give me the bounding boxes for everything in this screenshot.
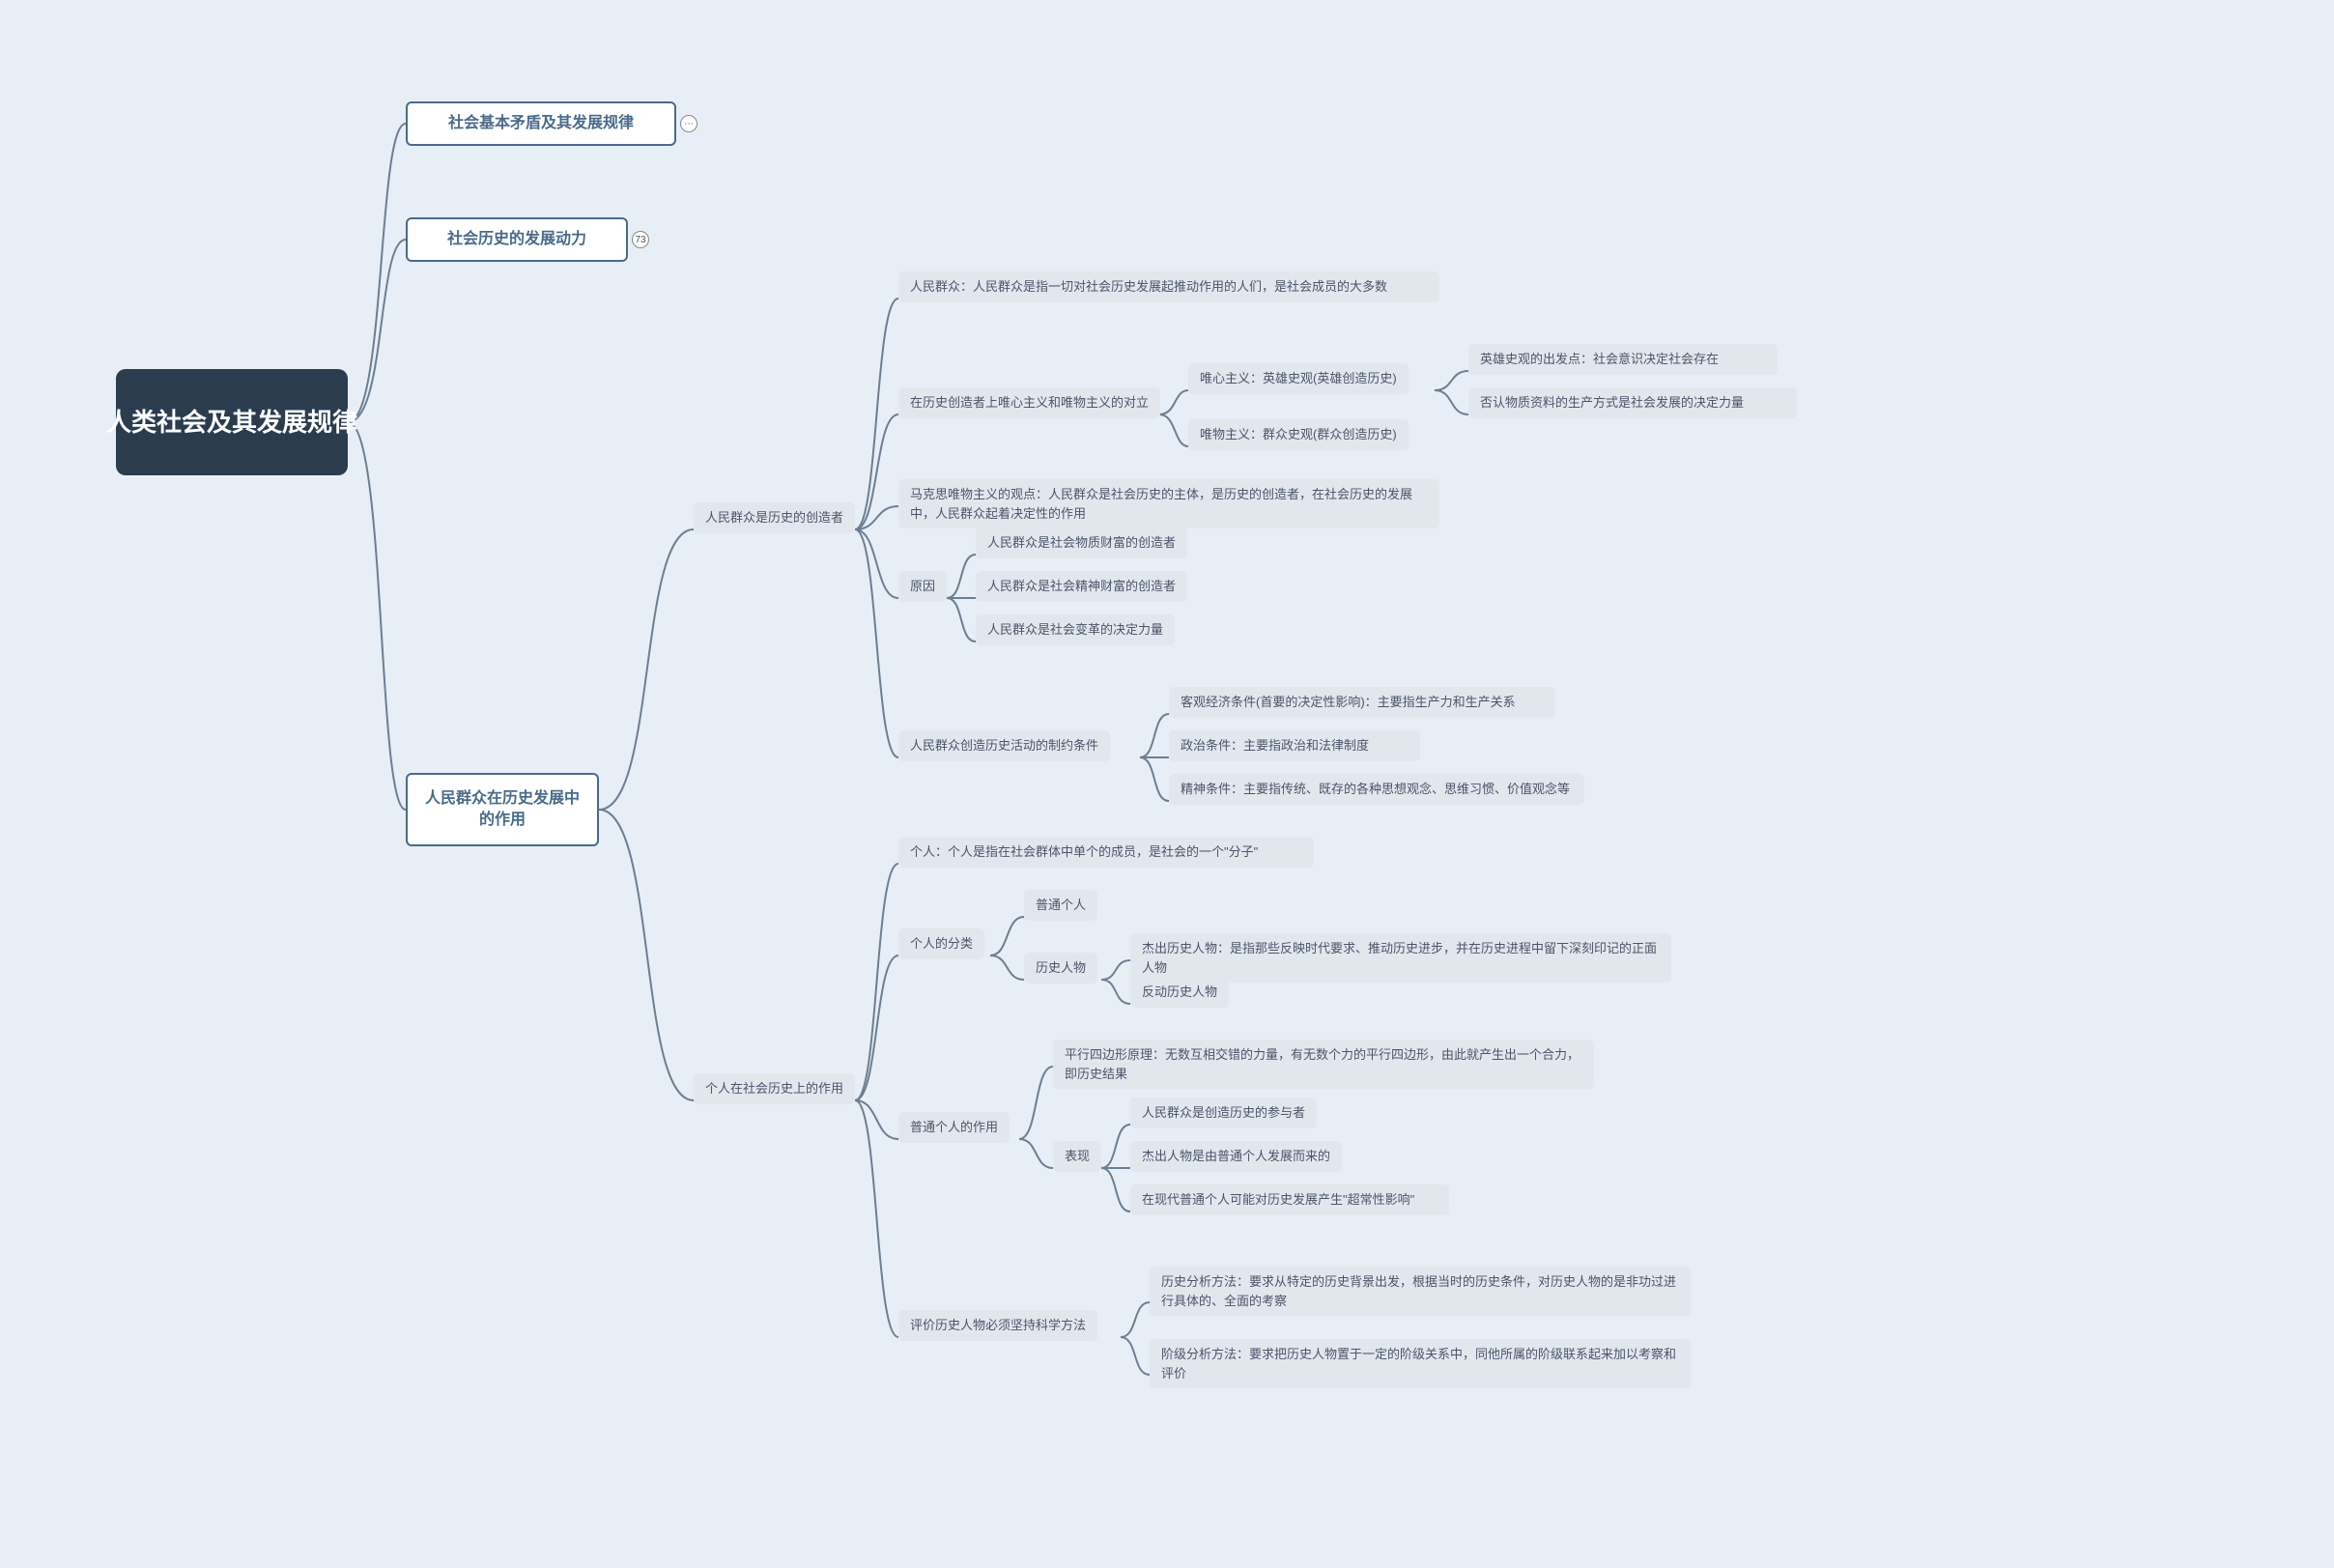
node-c1-2[interactable]: 在历史创造者上唯心主义和唯物主义的对立	[898, 387, 1160, 418]
node-c1-3[interactable]: 马克思唯物主义的观点：人民群众是社会历史的主体，是历史的创造者，在社会历史的发展…	[898, 479, 1439, 528]
branch-1[interactable]: 社会基本矛盾及其发展规律	[406, 101, 676, 146]
node-c2-3b3[interactable]: 在现代普通个人可能对历史发展产生"超常性影响"	[1130, 1184, 1449, 1215]
node-c2-2a[interactable]: 普通个人	[1024, 890, 1097, 921]
node-c1-2a[interactable]: 唯心主义：英雄史观(英雄创造历史)	[1188, 363, 1409, 394]
node-c2-3b[interactable]: 表现	[1053, 1141, 1101, 1172]
node-c1-5b[interactable]: 政治条件：主要指政治和法律制度	[1169, 730, 1420, 761]
branch-1-expand-icon[interactable]: ⋯	[680, 115, 697, 132]
node-c1-1[interactable]: 人民群众：人民群众是指一切对社会历史发展起推动作用的人们，是社会成员的大多数	[898, 271, 1439, 302]
node-c2-3a[interactable]: 平行四边形原理：无数互相交错的力量，有无数个力的平行四边形，由此就产生出一个合力…	[1053, 1040, 1594, 1089]
node-c1-4b[interactable]: 人民群众是社会精神财富的创造者	[976, 571, 1187, 602]
branch-2[interactable]: 社会历史的发展动力	[406, 217, 628, 262]
node-c2-3b1[interactable]: 人民群众是创造历史的参与者	[1130, 1098, 1317, 1128]
node-c1-2b[interactable]: 唯物主义：群众史观(群众创造历史)	[1188, 419, 1409, 450]
branch-2-count-badge[interactable]: 73	[632, 231, 649, 248]
node-c1-5a[interactable]: 客观经济条件(首要的决定性影响)：主要指生产力和生产关系	[1169, 687, 1555, 718]
node-c2[interactable]: 个人在社会历史上的作用	[694, 1073, 855, 1104]
node-c1-2a1[interactable]: 英雄史观的出发点：社会意识决定社会存在	[1468, 344, 1778, 375]
node-c1-2a2[interactable]: 否认物质资料的生产方式是社会发展的决定力量	[1468, 387, 1797, 418]
node-c2-4[interactable]: 评价历史人物必须坚持科学方法	[898, 1310, 1097, 1341]
node-c1-4a[interactable]: 人民群众是社会物质财富的创造者	[976, 527, 1187, 558]
connector-layer	[0, 0, 2334, 1568]
node-c2-4b[interactable]: 阶级分析方法：要求把历史人物置于一定的阶级关系中，同他所属的阶级联系起来加以考察…	[1150, 1339, 1691, 1388]
node-c2-2b2[interactable]: 反动历史人物	[1130, 977, 1229, 1008]
node-c2-2b[interactable]: 历史人物	[1024, 953, 1097, 984]
node-c2-4a[interactable]: 历史分析方法：要求从特定的历史背景出发，根据当时的历史条件，对历史人物的是非功过…	[1150, 1267, 1691, 1316]
node-c2-2b1[interactable]: 杰出历史人物：是指那些反映时代要求、推动历史进步，并在历史进程中留下深刻印记的正…	[1130, 933, 1671, 983]
branch-3[interactable]: 人民群众在历史发展中的作用	[406, 773, 599, 846]
node-c2-2[interactable]: 个人的分类	[898, 928, 984, 959]
node-c2-3[interactable]: 普通个人的作用	[898, 1112, 1010, 1143]
node-c1-4[interactable]: 原因	[898, 571, 947, 602]
node-c2-3b2[interactable]: 杰出人物是由普通个人发展而来的	[1130, 1141, 1342, 1172]
node-c1-4c[interactable]: 人民群众是社会变革的决定力量	[976, 614, 1175, 645]
node-c2-1[interactable]: 个人：个人是指在社会群体中单个的成员，是社会的一个"分子"	[898, 837, 1314, 868]
node-c1-5[interactable]: 人民群众创造历史活动的制约条件	[898, 730, 1110, 761]
node-c1-5c[interactable]: 精神条件：主要指传统、既存的各种思想观念、思维习惯、价值观念等	[1169, 774, 1584, 805]
root-node[interactable]: 人类社会及其发展规律	[116, 369, 348, 475]
node-c1[interactable]: 人民群众是历史的创造者	[694, 502, 855, 533]
